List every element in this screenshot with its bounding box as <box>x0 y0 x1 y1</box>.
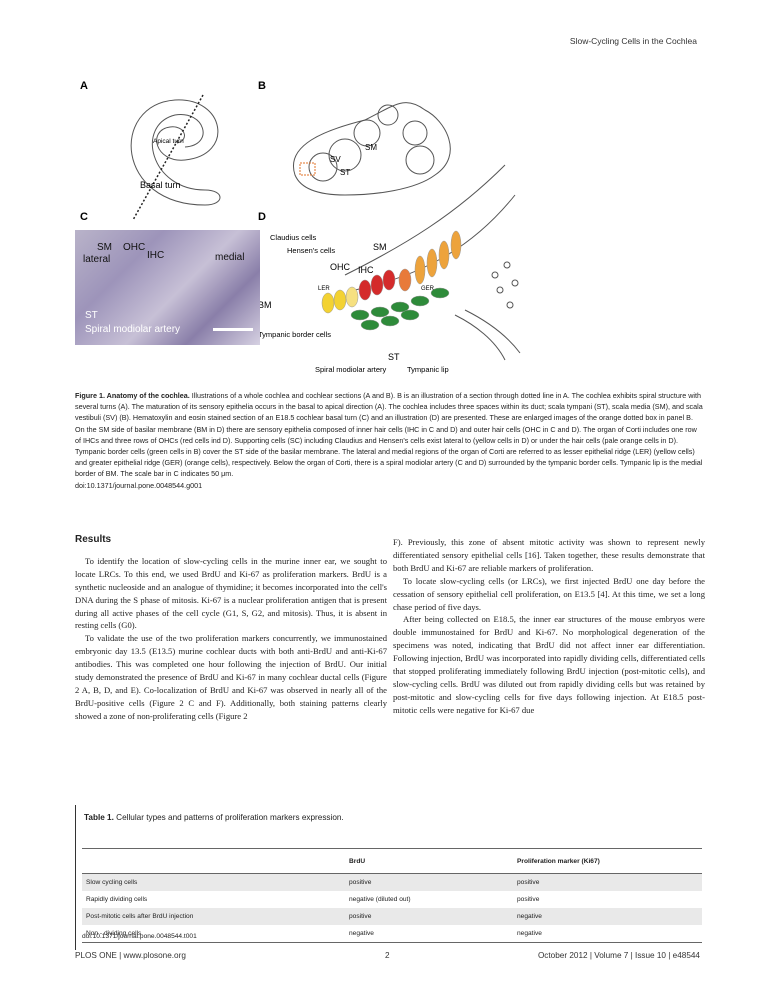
table-row: Rapidly dividing cells negative (diluted… <box>82 891 702 908</box>
table-header-cell <box>82 848 345 874</box>
label-apical-turn: Apical turn <box>153 138 184 145</box>
column-left: Results To identify the location of slow… <box>75 534 387 723</box>
footer-page-number: 2 <box>385 951 390 960</box>
table-header-row: BrdU Proliferation marker (Ki67) <box>82 848 702 874</box>
table-cell: positive <box>513 873 702 891</box>
label-b-sm: SM <box>365 143 377 152</box>
table-cell: negative <box>345 925 513 943</box>
table-doi: doi:10.1371/journal.pone.0048544.t001 <box>82 933 197 940</box>
figure-1: A B C D Apical turn Basal turn SV ST SM <box>75 75 705 385</box>
table-cell: positive <box>517 896 540 903</box>
label-c-ihc: IHC <box>147 250 165 261</box>
label-b-st: ST <box>340 168 350 177</box>
column-right: F). Previously, this zone of absent mito… <box>393 536 705 717</box>
table-row: Post-mitotic cells after BrdU injection … <box>82 908 702 925</box>
caption-title: Figure 1. Anatomy of the cochlea. <box>75 391 190 400</box>
table-cell: Rapidly dividing cells <box>86 896 148 903</box>
table-title: Table 1. Cellular types and patterns of … <box>84 813 701 822</box>
table-cell: positive <box>345 873 513 891</box>
caption-doi: doi:10.1371/journal.pone.0048544.g001 <box>75 480 203 490</box>
figure-caption: Figure 1. Anatomy of the cochlea. Illust… <box>75 390 703 491</box>
footer-journal: PLOS ONE | www.plosone.org <box>75 951 186 960</box>
table-row: Slow cycling cells positive positive <box>82 873 702 891</box>
label-d-bm: BM <box>258 300 272 310</box>
label-d-st: ST <box>388 352 400 362</box>
panel-label-c: C <box>80 211 88 223</box>
table-cell: Slow cycling cells <box>82 873 345 891</box>
label-c-lateral: lateral <box>83 254 111 265</box>
label-d-sm: SM <box>373 242 387 252</box>
section-heading-results: Results <box>75 534 112 545</box>
label-hensen: Hensen's cells <box>287 246 335 255</box>
label-c-sm: SM <box>97 242 112 253</box>
figure-1-graphic: A B C D Apical turn Basal turn SV ST SM <box>80 80 521 374</box>
paragraph: F). Previously, this zone of absent mito… <box>393 537 705 573</box>
label-d-ler: LER <box>318 286 330 292</box>
panel-d-illustration <box>321 164 521 361</box>
table-cell: negative <box>513 908 702 925</box>
label-d-ger: GER <box>421 286 435 292</box>
label-b-sv: SV <box>330 155 341 164</box>
table-cell: Non - dividing cells <box>82 925 345 943</box>
label-tympanic-lip: Tympanic lip <box>407 365 449 374</box>
label-d-artery: Spiral modiolar artery <box>315 365 387 374</box>
table-cell: Post-mitotic cells after BrdU injection <box>82 908 345 925</box>
label-d-ihc: IHC <box>358 265 374 275</box>
label-c-st: ST <box>85 310 98 321</box>
paragraph: To identify the location of slow-cycling… <box>75 555 387 631</box>
running-head: Slow-Cycling Cells in the Cochlea <box>569 36 697 46</box>
panel-label-b: B <box>258 80 266 92</box>
caption-text: Illustrations of a whole cochlea and coc… <box>75 391 703 479</box>
table-title-label: Table 1. <box>84 813 114 822</box>
table-row: Non - dividing cells negative negative <box>82 925 702 943</box>
data-table: BrdU Proliferation marker (Ki67) Slow cy… <box>82 848 702 943</box>
scale-bar <box>213 328 253 331</box>
table-cell: negative <box>513 925 702 943</box>
paragraph: To locate slow-cycling cells (or LRCs), … <box>393 575 705 612</box>
table-cell: positive <box>345 908 513 925</box>
label-c-artery: Spiral modiolar artery <box>85 324 181 335</box>
table-header-cell: BrdU <box>345 848 513 874</box>
label-c-ohc: OHC <box>123 242 146 253</box>
panel-label-a: A <box>80 80 88 92</box>
label-tympanic-border: Tympanic border cells <box>258 330 331 339</box>
table-header-cell: Proliferation marker (Ki67) <box>513 848 702 874</box>
label-claudius: Claudius cells <box>270 233 317 242</box>
label-d-ohc: OHC <box>330 262 351 272</box>
panel-label-d: D <box>258 211 266 223</box>
table-title-text: Cellular types and patterns of prolifera… <box>113 813 344 822</box>
paragraph: To validate the use of the two prolifera… <box>75 633 387 721</box>
panel-b-section <box>292 102 451 196</box>
label-c-medial: medial <box>215 252 245 263</box>
table-frame: Table 1. Cellular types and patterns of … <box>75 805 702 950</box>
label-basal-turn: Basal turn <box>140 180 181 190</box>
paragraph: After being collected on E18.5, the inne… <box>393 614 705 715</box>
table-cell: negative (diluted out) <box>349 896 411 903</box>
footer-issue-info: October 2012 | Volume 7 | Issue 10 | e48… <box>537 951 700 960</box>
panel-c-histology: SM lateral OHC IHC medial ST Spiral modi… <box>75 230 260 345</box>
panel-a-spiral <box>130 94 221 221</box>
